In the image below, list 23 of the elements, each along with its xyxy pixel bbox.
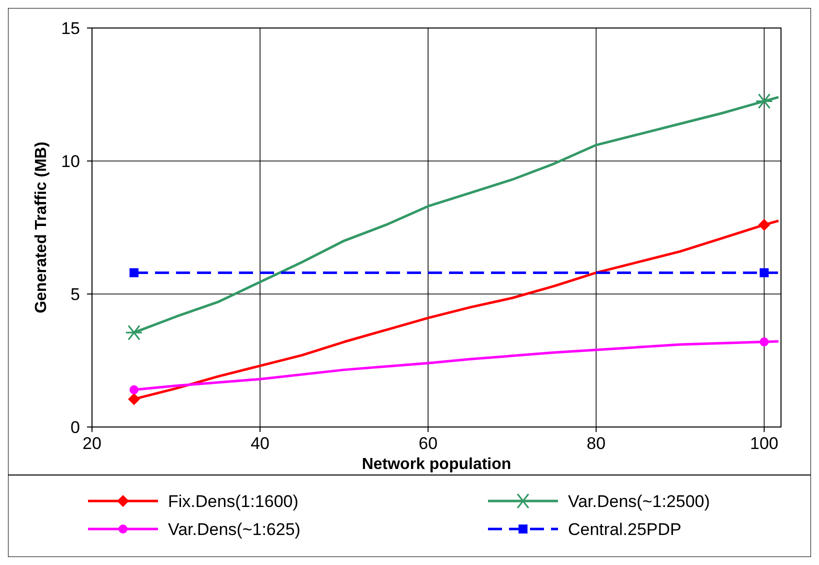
point [758, 218, 770, 231]
y-tick-label: 15 [61, 19, 80, 38]
y-axis-title: Generated Traffic (MB) [33, 142, 50, 314]
y-tick-label: 5 [70, 285, 80, 304]
legend-label: Central.25PDP [568, 520, 682, 539]
y-tick-label: 0 [70, 418, 80, 437]
point [125, 324, 143, 340]
point [128, 393, 140, 406]
x-tick-label: 20 [82, 434, 102, 453]
legend-label: Fix.Dens(1:1600) [168, 492, 298, 511]
x-tick-label: 100 [750, 434, 778, 453]
legend-label: Var.Dens(~1:625) [168, 520, 300, 539]
x-tick-label: 80 [586, 434, 606, 453]
point [760, 337, 769, 346]
point [130, 268, 139, 278]
x-tick-label: 40 [250, 434, 270, 453]
point [760, 268, 769, 278]
point [755, 93, 773, 109]
x-tick-label: 60 [418, 434, 438, 453]
legend-label: Var.Dens(~1:2500) [568, 492, 710, 511]
point [130, 385, 139, 394]
y-tick-label: 10 [61, 152, 80, 171]
x-axis-title: Network population [362, 456, 512, 473]
